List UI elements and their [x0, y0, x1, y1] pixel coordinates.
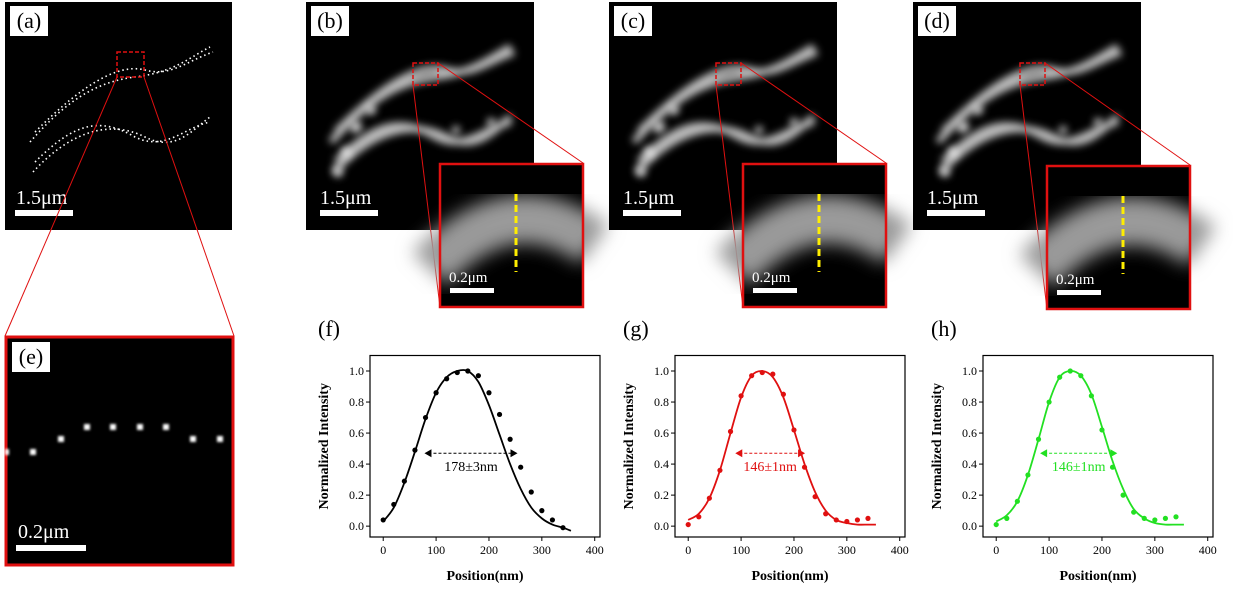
panel-label: (b): [317, 8, 343, 33]
line-chart: (h) 0.0 0.2 0.4 0.6 0.8 1.0 0 100 200 300 400 Positi…: [930, 316, 1217, 584]
scale-bar-label: 1.5μm: [927, 187, 979, 209]
data-point: [539, 508, 545, 514]
data-point: [685, 521, 691, 528]
x-tick-label: 0: [380, 543, 386, 557]
data-point: [1162, 515, 1169, 521]
x-tick-label: 200: [480, 543, 498, 557]
panel-c: (c) 1.5μm 0.2μm: [609, 2, 898, 307]
y-tick-label: 0.2: [349, 488, 364, 502]
y-tick-label: 0.2: [654, 488, 669, 502]
panel-label: (e): [19, 344, 43, 369]
panel-e: (e) 0.2μm: [4, 335, 235, 567]
data-point: [1152, 517, 1158, 523]
y-tick-label: 1.0: [349, 364, 364, 378]
y-tick-label: 1.0: [962, 364, 977, 378]
x-tick-label: 100: [1040, 543, 1058, 557]
y-tick-label: 0.8: [349, 395, 364, 409]
y-tick-label: 0.0: [349, 519, 364, 533]
data-point: [1173, 514, 1179, 520]
x-tick-label: 400: [586, 543, 604, 557]
x-tick-label: 200: [785, 543, 803, 557]
x-tick-label: 100: [732, 543, 750, 557]
inset-scale-label: 0.2μm: [449, 270, 488, 286]
x-tick-label: 300: [533, 543, 551, 557]
y-tick-label: 0.4: [349, 457, 364, 471]
panel-label: (g): [623, 316, 649, 341]
y-tick-label: 0.4: [962, 457, 977, 471]
y-tick-label: 0.0: [654, 519, 669, 533]
data-point: [854, 517, 861, 523]
panel-b: (b) 1.5μm 0.2μm: [306, 2, 595, 307]
scale-bar-label: 0.2μm: [18, 521, 70, 543]
y-tick-label: 0.8: [654, 395, 669, 409]
x-axis-label: Position(nm): [447, 569, 524, 584]
data-point: [507, 436, 513, 442]
fit-line: [995, 370, 1184, 526]
y-tick-label: 0.0: [962, 519, 977, 533]
y-tick-label: 0.6: [349, 426, 364, 440]
data-point: [486, 390, 492, 396]
data-point: [528, 489, 534, 495]
inset-scale-label: 0.2μm: [752, 270, 791, 286]
fwhm-label: 146±1nm: [743, 460, 797, 475]
data-point: [549, 517, 556, 523]
arrow-head: [735, 449, 806, 458]
x-axis-label: Position(nm): [1060, 569, 1137, 584]
y-tick-label: 0.8: [962, 395, 977, 409]
scale-bar-label: 1.5μm: [16, 187, 68, 209]
data-point: [496, 411, 503, 418]
plot-frame: [674, 354, 906, 538]
plot-frame: [982, 354, 1214, 538]
panel-d: (d) 1.5μm 0.2μm: [913, 2, 1202, 309]
fit-line: [687, 370, 876, 526]
plot-frame: [369, 354, 601, 538]
y-tick-label: 1.0: [654, 364, 669, 378]
y-axis-label: Normalized Intensity: [930, 383, 945, 509]
x-tick-label: 0: [685, 543, 691, 557]
x-tick-label: 300: [838, 543, 856, 557]
line-chart: (g) 0.0 0.2 0.4 0.6 0.8 1.0 0 100 200 300 400 Positi…: [622, 316, 909, 584]
y-tick-label: 0.4: [654, 457, 669, 471]
data-point: [518, 464, 524, 470]
panel-label: (c): [621, 8, 645, 33]
data-point: [993, 521, 999, 528]
panel-label: (h): [931, 316, 957, 341]
scale-bar-label: 1.5μm: [623, 187, 675, 209]
x-tick-label: 0: [993, 543, 999, 557]
fit-line: [382, 369, 572, 532]
data-point: [475, 373, 481, 379]
data-point: [865, 515, 871, 521]
x-tick-label: 400: [891, 543, 909, 557]
x-tick-label: 200: [1093, 543, 1111, 557]
x-tick-label: 300: [1146, 543, 1164, 557]
panel-label: (a): [17, 8, 41, 33]
panel-label: (d): [924, 8, 950, 33]
scale-bar-label: 1.5μm: [320, 187, 372, 209]
y-tick-label: 0.6: [654, 426, 669, 440]
x-tick-label: 100: [427, 543, 445, 557]
y-axis-label: Normalized Intensity: [317, 383, 332, 509]
y-tick-label: 0.6: [962, 426, 977, 440]
fwhm-label: 178±3nm: [444, 460, 498, 475]
panel-label: (f): [318, 316, 340, 341]
line-chart: (f) 0.0 0.2 0.4 0.6 0.8 1.0 0 100 200 300 400 Positi…: [317, 316, 604, 584]
y-tick-label: 0.2: [962, 488, 977, 502]
x-axis-label: Position(nm): [752, 569, 829, 584]
panel-a: (a) 1.5μm: [4, 2, 235, 337]
inset-scale-label: 0.2μm: [1056, 272, 1095, 288]
y-axis-label: Normalized Intensity: [622, 383, 637, 509]
x-tick-label: 400: [1199, 543, 1217, 557]
fwhm-label: 146±1nm: [1052, 460, 1106, 475]
